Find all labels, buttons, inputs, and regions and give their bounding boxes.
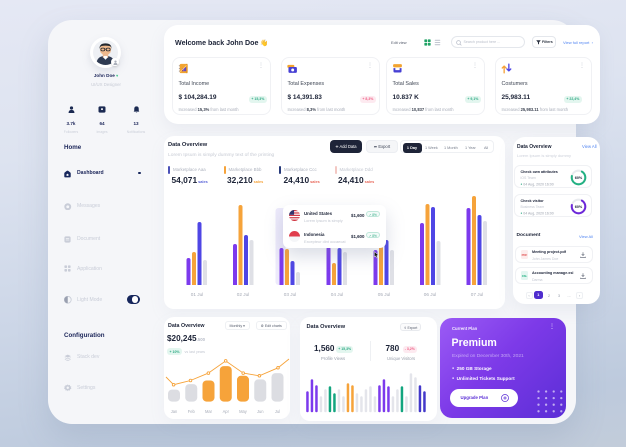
svg-text:60%: 60% — [575, 175, 583, 179]
svg-text:60%: 60% — [575, 204, 583, 208]
